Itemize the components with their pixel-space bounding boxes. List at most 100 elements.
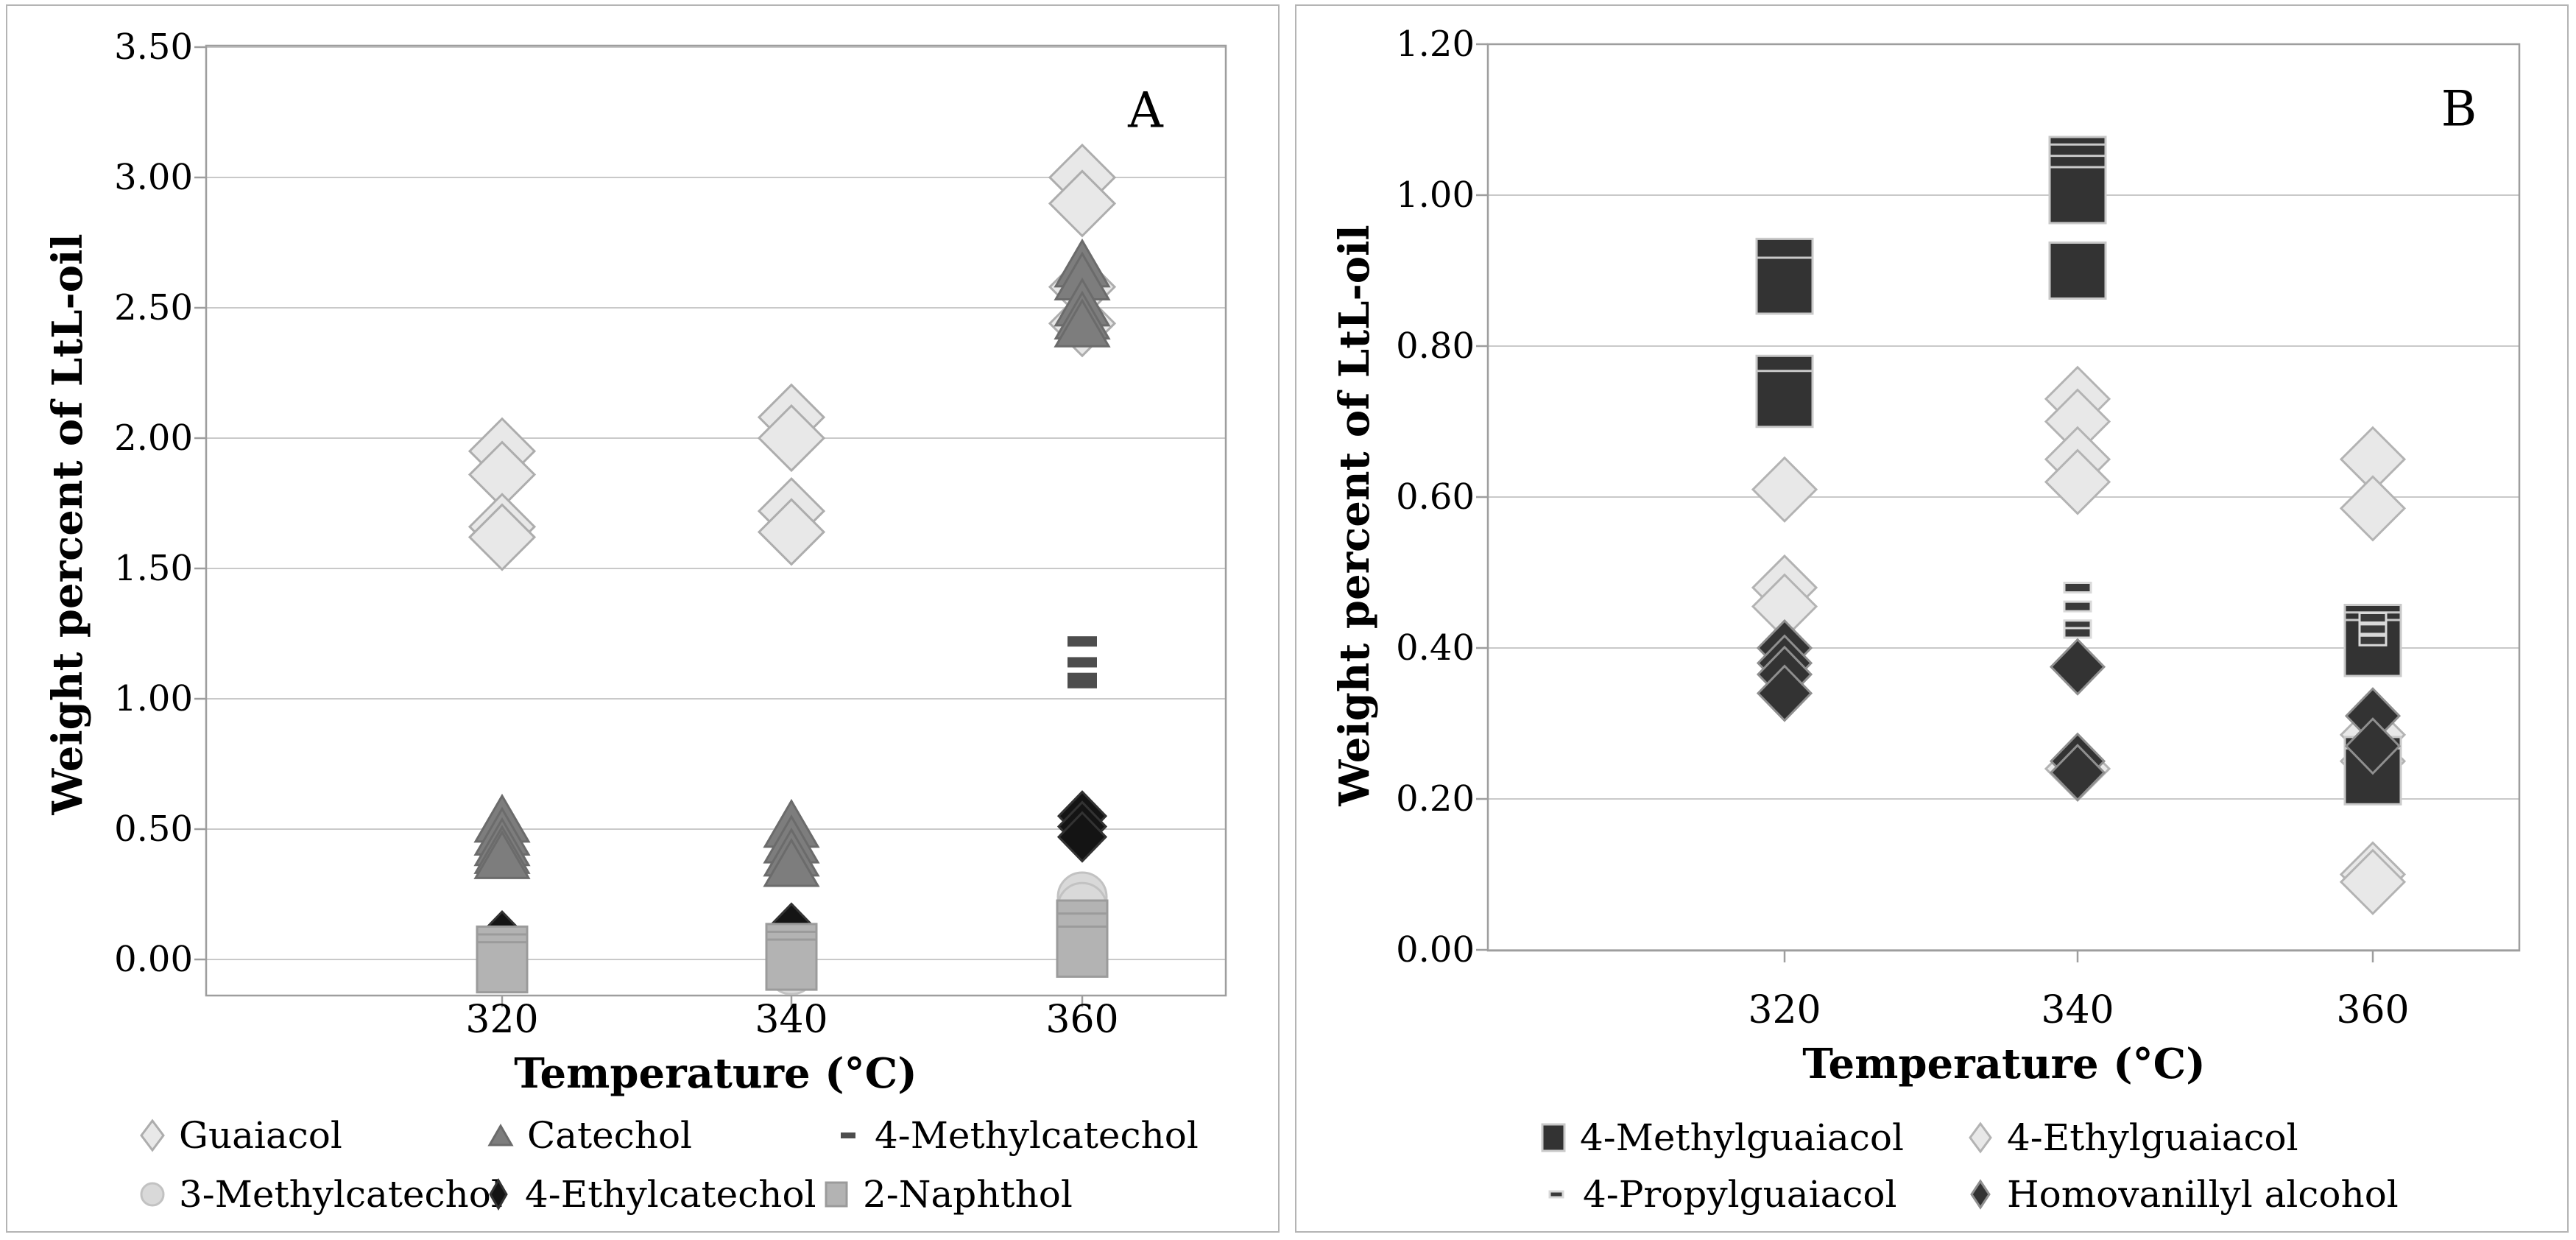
marker-4-ethylguaiacol: [2044, 448, 2111, 515]
legend-label: 4-Propylguaiacol: [1583, 1173, 1897, 1216]
x-tick-label: 340: [755, 998, 828, 1042]
marker-4-methylcatechol: [1068, 677, 1097, 688]
marker-4-propylguaiacol: [2063, 627, 2092, 639]
marker-guaiacol: [757, 498, 826, 566]
legend-label: Homovanillyl alcohol: [2007, 1173, 2399, 1216]
x-axis-title-B: Temperature (°C): [1802, 1040, 2206, 1088]
x-tick-label: 360: [2336, 988, 2410, 1032]
y-tick-label: 1.20: [1396, 24, 1475, 65]
4-ethylcatechol-legend-marker-icon: [489, 1178, 508, 1211]
x-axis-title-A: Temperature (°C): [514, 1049, 917, 1098]
marker-4-ethylcatechol: [1056, 811, 1108, 863]
marker-homovanillyl-alcohol: [2049, 638, 2106, 696]
marker-2-naphthol: [476, 941, 529, 994]
legend-item-guaiacol: Guaiacol: [136, 1114, 342, 1157]
marker-4-methylguaiacol: [2048, 166, 2107, 225]
legend-item-3-methylcatechol: 3-Methylcatechol: [136, 1173, 503, 1216]
marker-homovanillyl-alcohol: [1756, 664, 1813, 722]
marker-2-naphthol: [1056, 925, 1109, 978]
plot-frame: [205, 44, 1227, 997]
guaiacol-legend-marker-icon: [140, 1119, 165, 1152]
legend-item-4-methylguaiacol: 4-Methylguaiacol: [1537, 1116, 1904, 1159]
3-methylcatechol-legend-glyph: [140, 1182, 165, 1207]
legend-item-4-propylguaiacol: 4-Propylguaiacol: [1540, 1173, 1897, 1216]
marker-catechol: [763, 838, 820, 887]
panel-letter-B: B: [2441, 80, 2477, 138]
4-methylcatechol-legend-marker-icon: [841, 1132, 855, 1138]
marker-4-propylguaiacol: [2358, 634, 2388, 647]
marker-homovanillyl-alcohol: [2049, 743, 2106, 802]
legend-item-homovanillyl-alcohol: Homovanillyl alcohol: [1964, 1173, 2399, 1216]
marker-catechol: [473, 830, 531, 879]
y-tick-label: 0.80: [1396, 325, 1475, 367]
marker-4-methylcatechol: [1068, 657, 1097, 668]
homovanillyl-alcohol-legend-glyph: [1970, 1179, 1991, 1210]
guaiacol-legend-glyph: [140, 1119, 165, 1152]
y-tick-label: 1.00: [114, 678, 193, 719]
y-tick-label: 2.00: [114, 418, 193, 459]
marker-4-propylguaiacol: [2358, 612, 2388, 624]
4-ethylguaiacol-legend-marker-icon: [1969, 1121, 1992, 1154]
y-tick-label: 0.20: [1396, 778, 1475, 820]
homovanillyl-alcohol-legend-marker-icon: [1970, 1179, 1991, 1210]
legend-label: 2-Naphthol: [863, 1173, 1073, 1216]
legend-item-4-ethylguaiacol: 4-Ethylguaiacol: [1964, 1116, 2298, 1159]
legend-item-4-methylcatechol: 4-Methylcatechol: [832, 1114, 1199, 1157]
marker-4-propylguaiacol: [2063, 600, 2092, 613]
y-tick-label: 1.00: [1396, 175, 1475, 216]
marker-4-ethylguaiacol: [2339, 848, 2407, 915]
x-tick-label: 360: [1045, 998, 1119, 1042]
marker-4-methylguaiacol: [1755, 256, 1814, 315]
legend-label: 4-Ethylguaiacol: [2007, 1116, 2298, 1159]
catechol-legend-marker-icon: [487, 1123, 514, 1146]
4-ethylcatechol-legend-glyph: [489, 1178, 508, 1211]
series-layer: [467, 143, 1117, 995]
marker-4-methylguaiacol: [1755, 370, 1814, 429]
2-naphthol-legend-glyph: [825, 1181, 848, 1208]
x-tick-label: 320: [465, 998, 539, 1042]
marker-4-ethylguaiacol: [1751, 456, 1818, 523]
marker-guaiacol: [467, 503, 537, 571]
marker-guaiacol: [757, 404, 826, 473]
marker-4-ethylguaiacol: [2339, 475, 2407, 542]
marker-guaiacol: [1048, 169, 1117, 238]
2-naphthol-legend-marker-icon: [825, 1181, 848, 1208]
marker-catechol: [1054, 298, 1111, 348]
y-tick-label: 0.50: [114, 809, 193, 850]
4-methylguaiacol-legend-marker-icon: [1541, 1123, 1566, 1152]
x-tick-label: 340: [2041, 988, 2114, 1032]
marker-4-methylcatechol: [1068, 636, 1097, 647]
y-tick-label: 0.40: [1396, 627, 1475, 669]
legend-label: Guaiacol: [179, 1114, 342, 1157]
y-tick-label: 3.50: [114, 27, 193, 68]
catechol-legend-glyph: [487, 1123, 514, 1146]
legend-item-catechol: Catechol: [484, 1114, 692, 1157]
legend-label: 3-Methylcatechol: [179, 1173, 503, 1216]
y-tick-label: 0.60: [1396, 476, 1475, 518]
marker-2-naphthol: [765, 938, 818, 991]
legend-label: 4-Methylguaiacol: [1580, 1116, 1904, 1159]
marker-homovanillyl-alcohol: [2344, 717, 2402, 775]
4-propylguaiacol-legend-marker-icon: [1548, 1190, 1564, 1199]
series-layer: [1751, 135, 2407, 915]
y-tick-label: 0.00: [1396, 929, 1475, 970]
legend-label: 4-Ethylcatechol: [525, 1173, 816, 1216]
legend-item-2-naphthol: 2-Naphthol: [820, 1173, 1073, 1216]
legend-label: Catechol: [527, 1114, 693, 1157]
marker-4-propylguaiacol: [2358, 623, 2388, 635]
legend-item-4-ethylcatechol: 4-Ethylcatechol: [482, 1173, 816, 1216]
x-tick-label: 320: [1748, 988, 1821, 1032]
4-methylcatechol-legend-glyph: [841, 1132, 855, 1138]
4-propylguaiacol-legend-glyph: [1548, 1190, 1564, 1199]
legend-label: 4-Methylcatechol: [875, 1114, 1199, 1157]
y-tick-label: 1.50: [114, 548, 193, 589]
y-tick-label: 0.00: [114, 939, 193, 980]
4-methylguaiacol-legend-glyph: [1541, 1123, 1566, 1152]
y-tick-label: 3.00: [114, 157, 193, 198]
marker-4-methylguaiacol: [2048, 242, 2107, 300]
4-ethylguaiacol-legend-glyph: [1969, 1121, 1992, 1154]
y-tick-label: 2.50: [114, 287, 193, 328]
3-methylcatechol-legend-marker-icon: [140, 1182, 165, 1207]
